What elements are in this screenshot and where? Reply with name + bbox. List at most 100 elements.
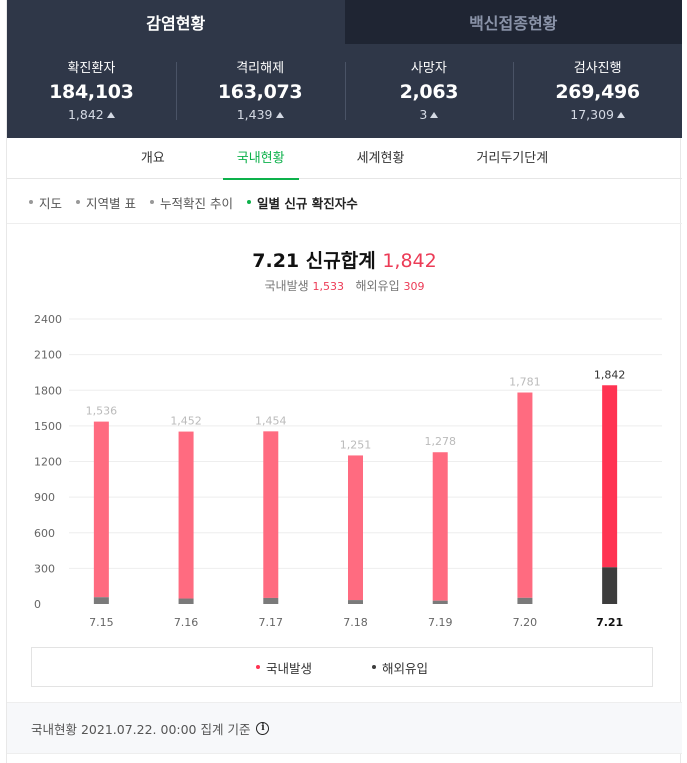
stat-delta-value: 3 [419, 107, 428, 122]
stat-value: 2,063 [399, 81, 459, 103]
bar-domestic [93, 421, 109, 598]
stat-delta-value: 1,842 [67, 107, 104, 122]
bar-overseas [517, 597, 533, 604]
filter-cumulative-trend[interactable]: 누적확진 추이 [150, 193, 233, 212]
bar-total-label: 1,251 [340, 438, 372, 451]
stat-label: 확진환자 [67, 61, 116, 76]
y-tick-label: 2100 [34, 349, 62, 362]
stat-label: 격리해제 [236, 61, 285, 76]
y-tick-label: 300 [34, 562, 55, 575]
y-tick-label: 1200 [34, 456, 62, 469]
bullet-icon [76, 200, 81, 204]
bar-total-label: 1,278 [424, 435, 456, 448]
domestic-label: 국내발생 [264, 279, 309, 293]
stat-label: 검사진행 [573, 61, 622, 76]
stat-delta-value: 1,439 [236, 107, 273, 122]
top-tabs: 감염현황 백신접종현황 [7, 0, 682, 44]
x-tick-label: 7.17 [259, 616, 284, 629]
stat-delta: 1,439 [176, 106, 345, 124]
y-tick-label: 900 [34, 491, 55, 504]
stats-panel: 확진환자 184,103 1,842 격리해제 163,073 1,439 사망… [7, 44, 682, 138]
stat-delta: 1,842 [7, 106, 176, 124]
domestic-value: 1,533 [312, 280, 345, 293]
subnav-domestic[interactable]: 국내현황 [201, 138, 321, 180]
divider [7, 223, 682, 224]
x-tick-label: 7.18 [343, 616, 368, 629]
y-tick-label: 1500 [34, 420, 62, 433]
filter-map[interactable]: 지도 [29, 193, 62, 212]
triangle-up-icon [617, 112, 625, 118]
triangle-up-icon [275, 112, 284, 118]
bar-total-label: 1,454 [255, 414, 287, 427]
bar-overseas [348, 600, 363, 604]
filter-label: 지역별 표 [86, 195, 136, 211]
stat-released: 격리해제 163,073 1,439 [175, 60, 345, 124]
bar-domestic [178, 431, 194, 599]
legend-item-overseas[interactable]: 해외유입 [372, 658, 428, 677]
chart-title: 7.21 신규합계 1,842 [7, 246, 682, 273]
daily-cases-bar-chart: 2400 2100 1800 1500 1200 900 600 300 0 1,536 7.15 1… [34, 313, 662, 629]
x-tick-label: 7.15 [89, 616, 114, 629]
chart-title-total: 1,842 [382, 250, 437, 272]
bar-total-label: 1,781 [509, 376, 541, 389]
x-tick-label: 7.16 [174, 616, 199, 629]
filter-label: 지도 [39, 195, 63, 211]
legend-label: 국내발생 [265, 660, 312, 676]
subnav-world[interactable]: 세계현황 [356, 151, 405, 166]
bar-total-label: 1,452 [170, 415, 202, 428]
legend-item-domestic[interactable]: 국내발생 [255, 658, 312, 677]
bar-total-label: 1,842 [594, 368, 626, 381]
bar-overseas [432, 600, 448, 604]
legend-label: 해외유입 [382, 660, 429, 676]
legend-dot-icon [372, 665, 376, 669]
legend-dot-icon [255, 665, 260, 669]
bullet-icon [150, 200, 154, 204]
footer-text: 국내현황 2021.07.22. 00:00 집계 기준 [31, 721, 251, 737]
stat-delta-value: 17,309 [570, 107, 614, 122]
stat-delta: 17,309 [513, 106, 682, 124]
bar-domestic [602, 385, 618, 568]
bullet-icon [29, 200, 33, 204]
bar-total-label: 1,536 [86, 405, 118, 418]
stat-value: 269,496 [555, 81, 640, 103]
footer-note: 국내현황 2021.07.22. 00:00 집계 기준 i [7, 702, 682, 754]
y-tick-label: 0 [34, 598, 41, 611]
triangle-up-icon [430, 112, 439, 118]
bar-domestic [517, 392, 533, 598]
y-tick-label: 600 [34, 527, 55, 540]
stat-value: 184,103 [49, 81, 134, 103]
filter-label: 일별 신규 확진자수 [256, 195, 358, 211]
chart-title-date: 7.21 [252, 250, 300, 272]
bar-overseas [263, 597, 279, 604]
filter-label: 누적확진 추이 [160, 195, 233, 211]
filter-daily-new-cases[interactable]: 일별 신규 확진자수 [246, 193, 358, 212]
subnav-overview[interactable]: 개요 [140, 151, 165, 166]
sub-navigation: 개요 국내현황 세계현황 거리두기단계 [7, 138, 682, 180]
stat-delta: 3 [345, 106, 514, 124]
subnav-distancing-level[interactable]: 거리두기단계 [476, 151, 549, 166]
bullet-icon [246, 200, 251, 204]
stat-deaths: 사망자 2,063 3 [344, 60, 514, 124]
bar-domestic [263, 431, 279, 598]
bar-overseas [93, 597, 109, 604]
x-tick-label: 7.21 [596, 616, 623, 629]
y-tick-label: 2400 [34, 313, 62, 326]
stat-confirmed: 확진환자 184,103 1,842 [7, 60, 176, 122]
y-tick-label: 1800 [34, 384, 62, 397]
filter-region-table[interactable]: 지역별 표 [76, 193, 136, 212]
stat-testing: 검사진행 269,496 17,309 [513, 60, 682, 122]
chart-title-text: 신규합계 [305, 250, 376, 272]
x-tick-label: 7.19 [428, 616, 453, 629]
overseas-value: 309 [403, 280, 425, 293]
bar-overseas [178, 598, 194, 604]
stat-label: 사망자 [410, 61, 447, 76]
covid-status-widget: 감염현황 백신접종현황 확진환자 184,103 1,842 격리해제 163,… [6, 0, 682, 763]
chart-subtitle: 국내발생 1,533 해외유입 309 [7, 277, 682, 294]
overseas-label: 해외유입 [355, 279, 400, 293]
info-icon[interactable]: i [256, 721, 270, 735]
tab-infection-status[interactable]: 감염현황 [7, 0, 345, 44]
bar-overseas [602, 567, 618, 604]
triangle-up-icon [106, 112, 115, 118]
tab-vaccination-status[interactable]: 백신접종현황 [344, 0, 682, 44]
bar-domestic [348, 455, 363, 601]
